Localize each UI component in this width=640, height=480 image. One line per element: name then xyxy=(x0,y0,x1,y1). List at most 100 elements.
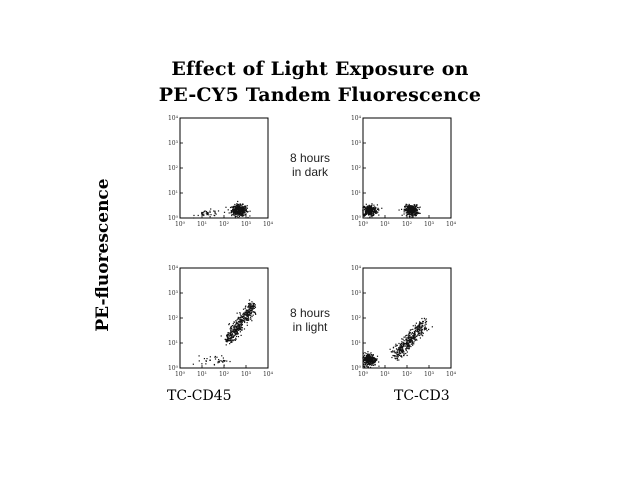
data-point xyxy=(249,215,251,217)
data-point xyxy=(193,214,195,217)
data-point xyxy=(417,332,420,335)
data-point xyxy=(395,348,398,350)
data-point xyxy=(368,364,371,366)
data-point xyxy=(410,340,412,342)
data-point xyxy=(370,360,372,362)
data-point xyxy=(242,315,245,317)
data-point xyxy=(369,356,371,359)
data-point xyxy=(235,337,237,339)
data-point xyxy=(417,334,419,336)
data-point xyxy=(237,204,240,206)
data-point xyxy=(363,356,365,358)
data-point xyxy=(242,206,244,208)
data-point xyxy=(214,215,216,217)
data-point xyxy=(232,326,234,328)
data-point xyxy=(235,335,238,338)
data-point xyxy=(378,209,380,211)
data-point xyxy=(249,210,251,212)
data-point xyxy=(227,340,229,342)
data-point xyxy=(365,353,367,355)
data-point xyxy=(412,342,414,344)
data-point xyxy=(406,210,408,212)
data-point xyxy=(408,211,410,214)
data-point xyxy=(410,329,412,331)
data-point xyxy=(408,334,410,336)
data-point xyxy=(235,207,237,209)
y-tick-label: 10⁰ xyxy=(351,365,362,372)
data-point xyxy=(413,333,415,335)
data-point xyxy=(408,212,410,215)
data-point xyxy=(412,206,414,208)
data-point xyxy=(218,360,221,362)
data-point xyxy=(243,206,245,208)
data-point xyxy=(369,205,371,207)
data-point xyxy=(407,336,409,338)
data-point xyxy=(362,212,364,214)
data-point xyxy=(363,358,365,360)
data-point xyxy=(365,362,367,365)
data-point xyxy=(406,217,408,219)
data-point xyxy=(231,336,233,338)
data-point xyxy=(374,357,376,360)
data-point xyxy=(405,205,407,207)
data-point xyxy=(231,335,233,338)
data-point xyxy=(362,209,364,211)
data-point xyxy=(244,321,246,324)
data-point xyxy=(413,203,415,206)
condition-dark-line-2: in dark xyxy=(291,165,329,179)
data-point xyxy=(408,342,410,344)
data-point xyxy=(368,213,370,215)
data-point xyxy=(401,351,403,354)
chart-title-line-1: Effect of Light Exposure on xyxy=(171,58,469,80)
data-point xyxy=(368,360,370,363)
data-point xyxy=(364,213,367,215)
data-point xyxy=(412,325,414,327)
data-point xyxy=(412,211,415,213)
data-point xyxy=(369,354,371,356)
data-point xyxy=(248,314,250,316)
data-point xyxy=(421,331,423,333)
data-point xyxy=(243,312,245,314)
data-point xyxy=(226,360,228,362)
data-point xyxy=(236,319,238,321)
data-point xyxy=(202,211,204,214)
data-point xyxy=(371,362,373,365)
data-point xyxy=(395,345,398,347)
data-point xyxy=(410,336,412,338)
data-point xyxy=(225,338,227,341)
data-point xyxy=(240,208,242,210)
data-point xyxy=(407,211,409,213)
data-point xyxy=(410,213,412,215)
data-point xyxy=(407,344,410,347)
data-point xyxy=(395,355,397,357)
data-point xyxy=(415,326,417,328)
data-point xyxy=(239,203,242,205)
data-point xyxy=(408,211,410,213)
data-point xyxy=(376,211,378,213)
data-point xyxy=(232,206,234,208)
data-point xyxy=(238,329,240,331)
data-point xyxy=(395,352,397,354)
x-tick-label: 10⁰ xyxy=(358,371,369,378)
data-point xyxy=(398,209,400,211)
data-point xyxy=(370,209,372,211)
data-point xyxy=(405,348,407,350)
data-point xyxy=(367,355,369,358)
data-point xyxy=(245,311,247,314)
data-point xyxy=(423,317,426,319)
data-point xyxy=(242,210,244,213)
data-point xyxy=(364,358,367,360)
data-point xyxy=(238,323,240,325)
data-point xyxy=(398,342,400,345)
data-point xyxy=(241,316,243,318)
data-point xyxy=(233,325,235,327)
data-point xyxy=(408,207,410,209)
data-point xyxy=(226,334,228,336)
condition-dark-line-1: 8 hours xyxy=(289,151,331,165)
data-point xyxy=(245,207,247,209)
data-point xyxy=(231,214,233,217)
data-point xyxy=(394,352,396,354)
data-point xyxy=(250,306,253,308)
data-point xyxy=(244,205,247,207)
data-point xyxy=(230,337,233,339)
